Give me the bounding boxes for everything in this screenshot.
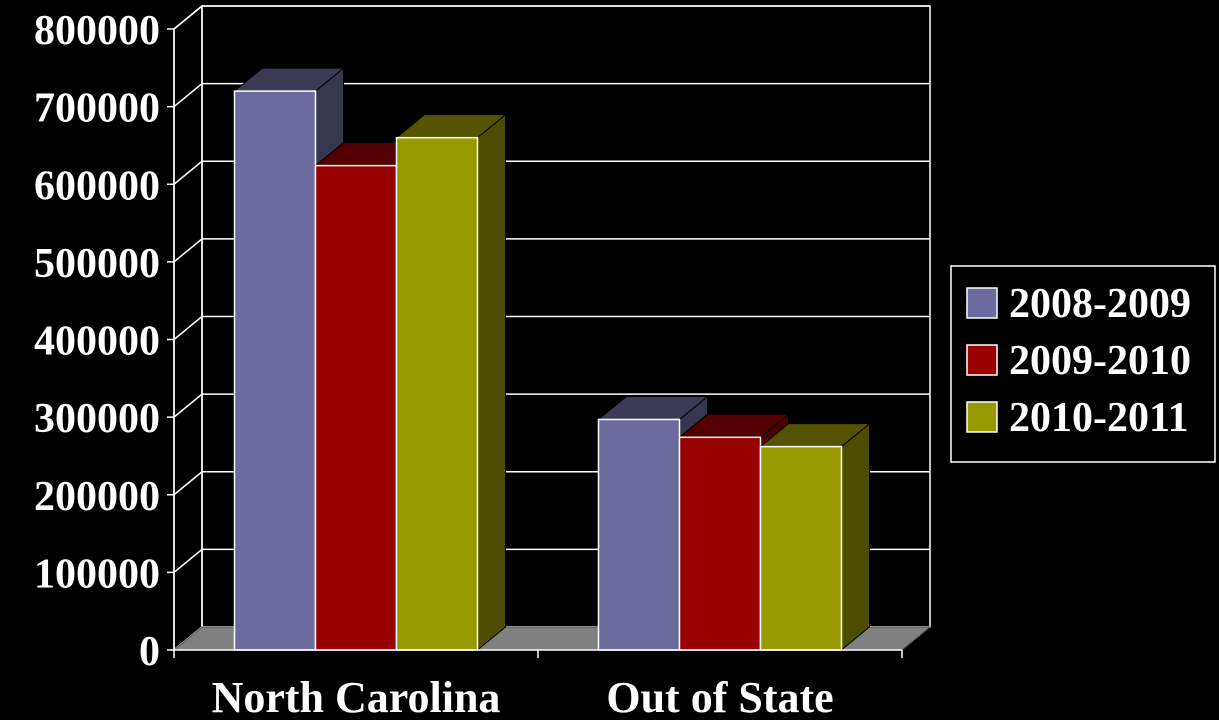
gridline-side xyxy=(173,5,203,30)
axes xyxy=(167,28,903,658)
gridline-side xyxy=(173,393,203,418)
x-axis-category-labels: North Carolina Out of State xyxy=(212,673,834,720)
y-tick-label: 200000 xyxy=(34,474,160,520)
y-tick-label: 600000 xyxy=(34,163,160,209)
bar-front xyxy=(233,90,317,651)
y-tick-label: 0 xyxy=(139,629,160,675)
legend-swatch xyxy=(966,344,998,376)
gridline-side xyxy=(173,315,203,341)
y-tick-label: 500000 xyxy=(34,241,160,287)
bar xyxy=(759,422,871,652)
y-tick-label: 800000 xyxy=(34,8,160,54)
bar-front xyxy=(759,445,843,651)
gridline-side xyxy=(173,83,203,108)
bars xyxy=(233,67,871,652)
bar-front xyxy=(597,418,681,651)
gridline-side xyxy=(173,160,203,185)
bar-front xyxy=(314,164,398,651)
x-category-label: North Carolina xyxy=(212,673,501,720)
gridline-side xyxy=(173,548,203,573)
legend-label: 2008-2009 xyxy=(1009,281,1191,327)
gridline-side xyxy=(173,238,203,263)
legend-label: 2009-2010 xyxy=(1009,338,1191,384)
legend: 2008-2009 2009-2010 2010-2011 xyxy=(950,265,1216,463)
y-tick-label: 700000 xyxy=(34,86,160,132)
bar-side xyxy=(477,113,506,652)
gridline-side xyxy=(173,471,203,496)
bar-side xyxy=(841,422,870,652)
y-tick-label: 100000 xyxy=(34,551,160,597)
bar-front xyxy=(678,436,762,651)
bar xyxy=(395,113,507,652)
bar-front xyxy=(395,136,479,651)
legend-swatch xyxy=(966,287,998,319)
y-axis-tick-labels: 0 100000 200000 300000 400000 500000 600000 700… xyxy=(34,8,160,675)
legend-label: 2010-2011 xyxy=(1009,395,1189,441)
x-category-label: Out of State xyxy=(606,673,833,720)
legend-swatch xyxy=(966,401,998,433)
y-tick-label: 300000 xyxy=(34,396,160,442)
y-tick-label: 400000 xyxy=(34,319,160,365)
